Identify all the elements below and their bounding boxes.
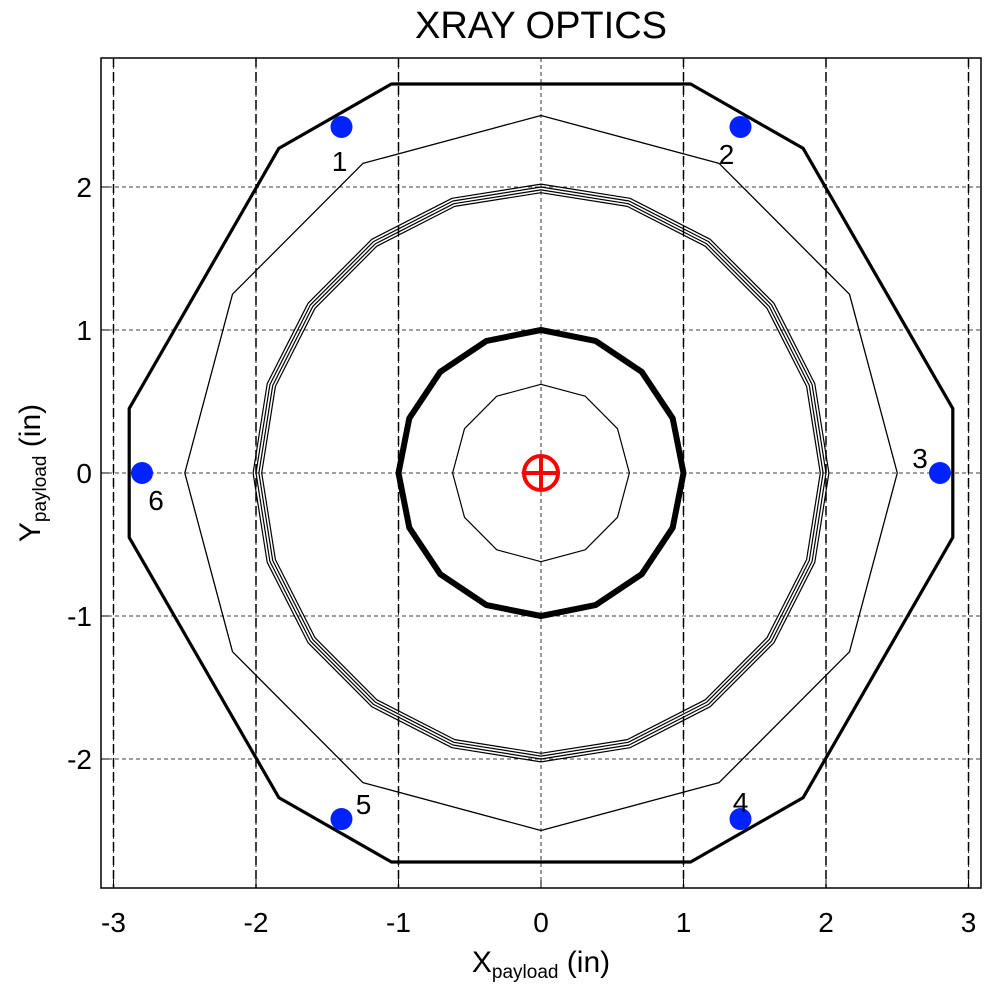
x-tick-label-5: 2 bbox=[818, 907, 834, 938]
data-point-4 bbox=[729, 808, 752, 831]
y-tick-label-1: -1 bbox=[67, 601, 92, 632]
data-point-5 bbox=[330, 808, 353, 831]
y-tick-label-2: 0 bbox=[76, 458, 92, 489]
x-tick-label-0: -3 bbox=[101, 907, 126, 938]
x-tick-label-2: -1 bbox=[386, 907, 411, 938]
data-point-label-5: 5 bbox=[356, 789, 372, 820]
chart-title: XRAY OPTICS bbox=[415, 5, 667, 47]
y-tick-label-4: 2 bbox=[76, 172, 92, 203]
y-tick-label-3: 1 bbox=[76, 315, 92, 346]
data-point-label-6: 6 bbox=[148, 485, 164, 516]
axis-ticks: -3 -2 -1 0 1 2 3 -2 -1 0 1 2 bbox=[67, 172, 976, 938]
center-marker-group bbox=[522, 454, 560, 492]
optics-ring-5 bbox=[395, 327, 687, 619]
data-point-6 bbox=[131, 462, 153, 484]
x-tick-label-3: 0 bbox=[533, 907, 549, 938]
y-axis-label: Ypayload (in) bbox=[14, 404, 51, 542]
optics-ring-1 bbox=[261, 192, 821, 754]
data-point-1 bbox=[330, 115, 353, 138]
optics-outlines bbox=[127, 82, 955, 864]
data-point-label-1: 1 bbox=[332, 146, 348, 177]
optics-ring-0 bbox=[184, 114, 898, 832]
optics-ring-4 bbox=[252, 183, 830, 763]
optics-ring-3 bbox=[255, 186, 827, 760]
data-point-label-2: 2 bbox=[719, 139, 735, 170]
data-points: 1 2 3 4 5 6 bbox=[131, 115, 951, 831]
data-point-label-4: 4 bbox=[733, 787, 749, 818]
x-tick-label-1: -2 bbox=[244, 907, 269, 938]
x-tick-label-6: 3 bbox=[961, 907, 977, 938]
x-tick-label-4: 1 bbox=[676, 907, 692, 938]
data-point-2 bbox=[729, 115, 752, 138]
data-point-label-3: 3 bbox=[912, 443, 928, 474]
data-point-3 bbox=[929, 462, 951, 484]
y-tick-label-0: -2 bbox=[67, 744, 92, 775]
optics-ring-2 bbox=[258, 189, 824, 757]
outer-housing-outline bbox=[127, 82, 955, 864]
optics-ring-6 bbox=[452, 383, 631, 563]
x-axis-label: Xpayload (in) bbox=[472, 946, 610, 983]
